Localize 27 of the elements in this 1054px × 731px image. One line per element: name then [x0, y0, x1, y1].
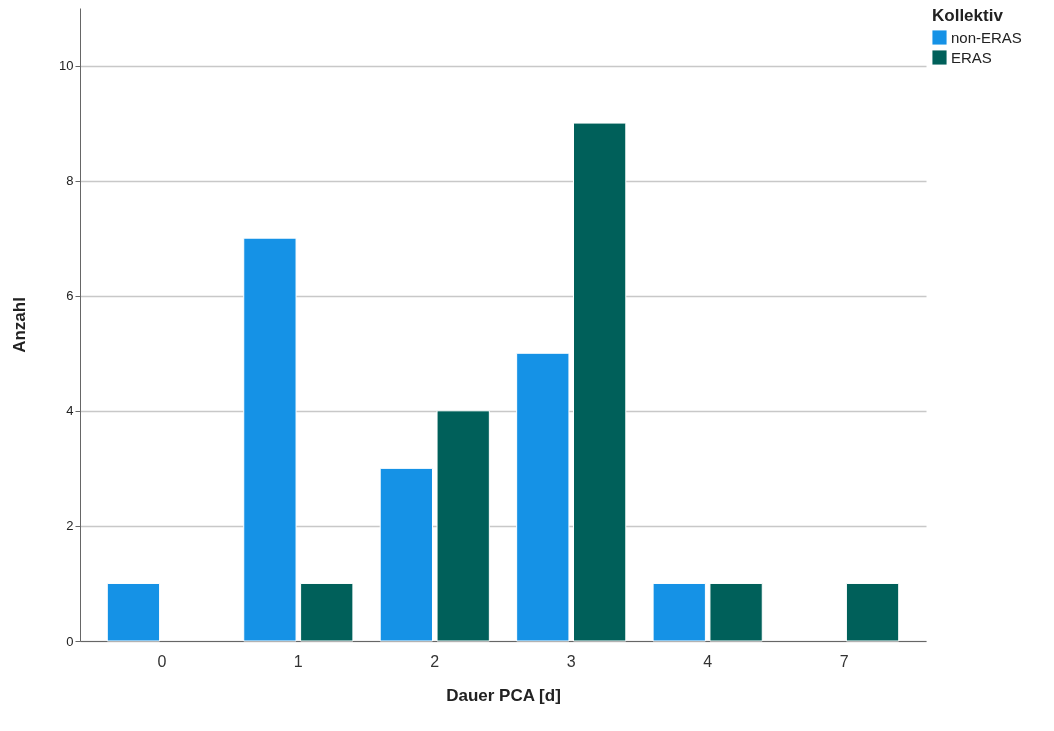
y-tick-label: 10: [59, 58, 74, 74]
bar: [652, 582, 706, 642]
y-tick-label: 8: [66, 173, 74, 189]
legend-label: non-ERAS: [951, 28, 1022, 46]
x-axis-title: Dauer PCA [d]: [446, 685, 561, 705]
bar: [436, 410, 490, 642]
bar: [379, 467, 433, 642]
x-tick-label: 4: [703, 652, 713, 670]
bar: [573, 122, 627, 642]
legend-title: Kollektiv: [932, 6, 1004, 25]
x-tick-label: 7: [839, 652, 849, 670]
y-tick-label: 0: [66, 633, 74, 649]
x-tick-label: 3: [566, 652, 576, 670]
bar: [516, 352, 570, 642]
y-tick-label: 4: [66, 403, 74, 419]
bar: [243, 237, 297, 642]
x-tick-label: 1: [293, 652, 303, 670]
y-axis-title: Anzahl: [10, 297, 30, 353]
bar: [106, 582, 161, 642]
bar: [845, 582, 900, 642]
bar: [300, 582, 354, 642]
y-tick-label: 6: [66, 288, 74, 304]
x-tick-label: 0: [157, 652, 167, 670]
bar: [709, 582, 763, 642]
legend-label: ERAS: [951, 48, 992, 66]
x-tick-label: 2: [430, 652, 440, 670]
y-tick-label: 2: [66, 518, 74, 534]
